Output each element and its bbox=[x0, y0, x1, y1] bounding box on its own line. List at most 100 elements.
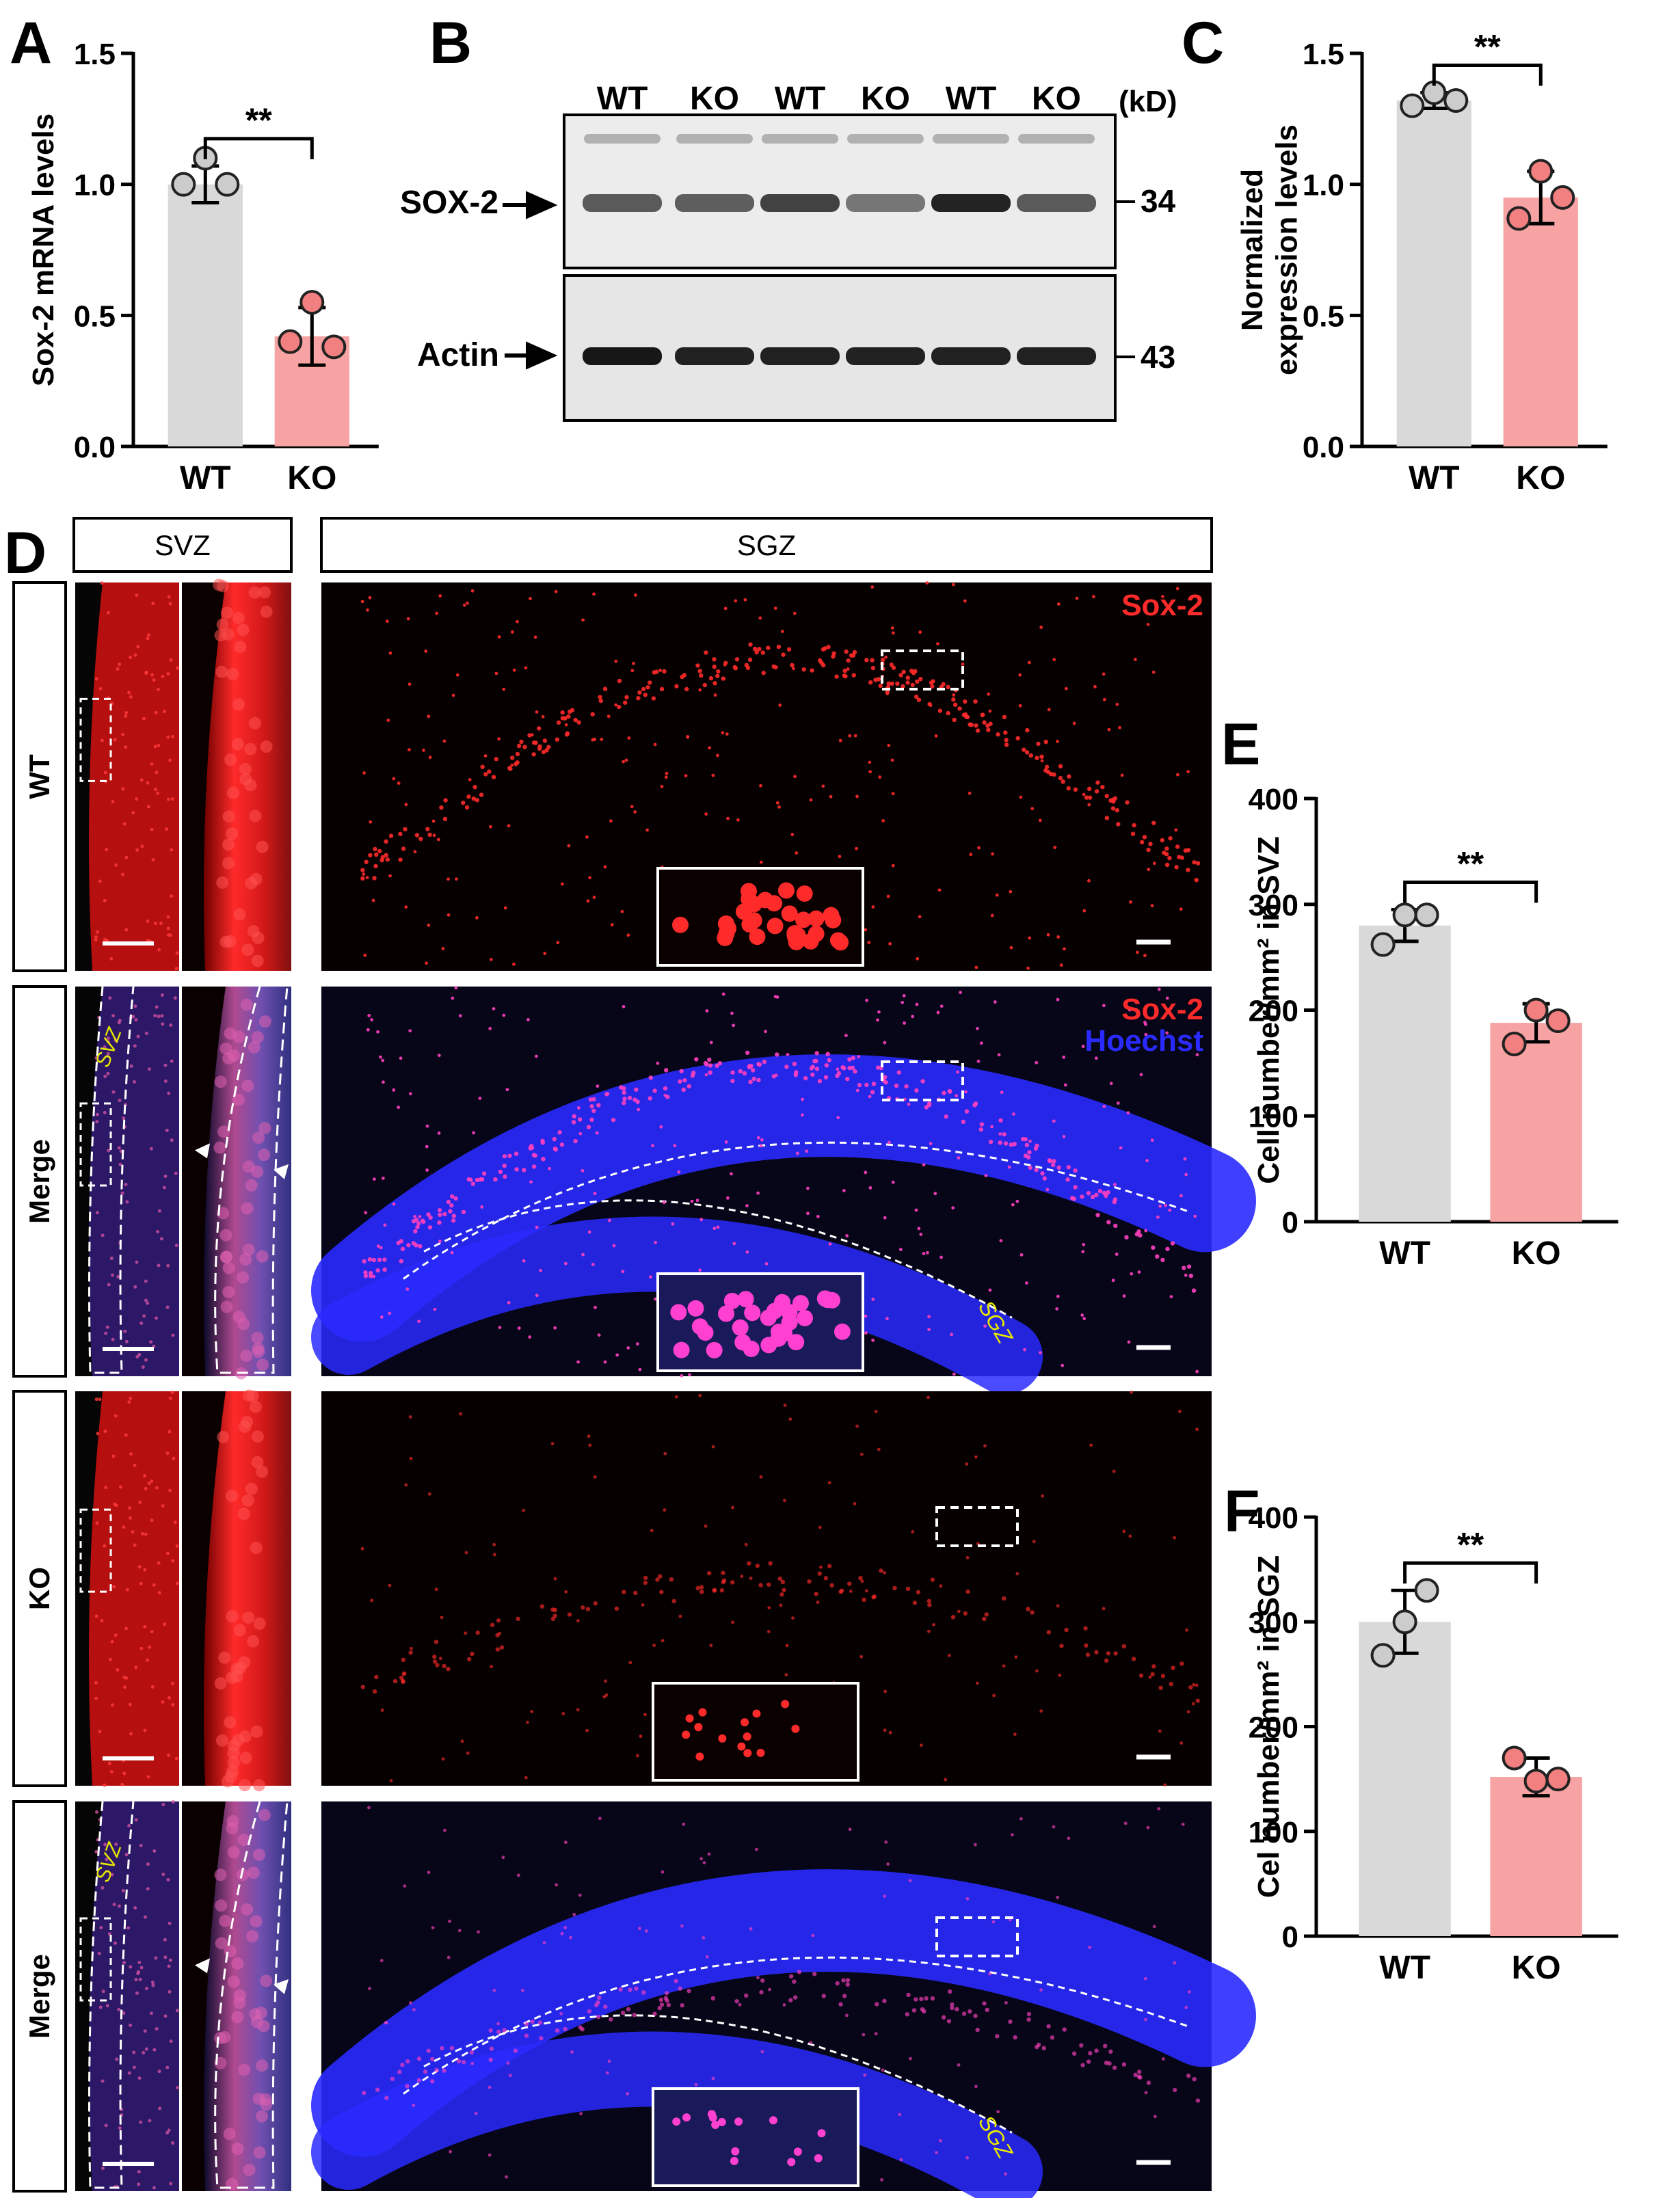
sox2-cell bbox=[826, 645, 831, 649]
sox2-cell bbox=[881, 2068, 885, 2072]
sox2-cell bbox=[1112, 2065, 1117, 2070]
chart-f-ytick-label: 200 bbox=[1249, 1711, 1298, 1745]
sox2-cell bbox=[738, 2002, 742, 2007]
sox2-cell bbox=[471, 796, 476, 801]
sox2-cell bbox=[870, 658, 875, 662]
sox2-cell bbox=[998, 1140, 1002, 1145]
svz-cell bbox=[120, 1782, 124, 1786]
sox2-cell bbox=[492, 1988, 496, 1992]
sox2-cell bbox=[563, 716, 568, 721]
sox2-cell bbox=[1034, 1167, 1039, 1172]
sox2-cell bbox=[860, 1579, 864, 1583]
sox2-cell bbox=[448, 1209, 453, 1214]
sox2-cell bbox=[448, 1919, 451, 1923]
sox2-cell bbox=[614, 1606, 619, 1611]
sox2-cell bbox=[1071, 1196, 1077, 1201]
svz-cell bbox=[174, 1244, 178, 1248]
sox2-cell bbox=[1018, 673, 1022, 677]
sox2-cell bbox=[918, 677, 923, 682]
sox2-cell bbox=[1036, 2042, 1041, 2048]
sox2-cell bbox=[864, 1082, 869, 1088]
sox2-cell bbox=[1146, 1825, 1150, 1830]
chart-f-bar-ko bbox=[1490, 1777, 1582, 1936]
chart-c-bar-ko bbox=[1503, 197, 1578, 446]
sox2-cell bbox=[596, 1084, 600, 1088]
sox2-cell bbox=[951, 1206, 955, 1210]
sox2-cell bbox=[876, 677, 881, 682]
sox2-cell bbox=[995, 2034, 1000, 2039]
sox2-cell bbox=[935, 2151, 938, 2155]
sox2-cell bbox=[437, 1207, 442, 1213]
sox2-cell bbox=[1058, 1674, 1062, 1677]
sox2-cell bbox=[916, 697, 922, 702]
svz-zoom-cell bbox=[226, 1814, 239, 1827]
sox2-cell bbox=[488, 2057, 493, 2063]
chart-a-point bbox=[278, 329, 303, 354]
svz-cell bbox=[157, 1015, 161, 1019]
sox2-cell bbox=[375, 1268, 380, 1273]
sox2-cell bbox=[514, 1151, 519, 1156]
sox2-cell bbox=[413, 1214, 417, 1218]
sox2-cell bbox=[797, 1970, 801, 1974]
chart-e-point bbox=[1370, 932, 1396, 957]
sox2-cell bbox=[1039, 626, 1043, 629]
svz-cell bbox=[135, 1354, 139, 1358]
sox2-cell bbox=[641, 686, 646, 692]
sox2-cell bbox=[694, 2082, 698, 2087]
sox2-cell bbox=[648, 1075, 653, 1080]
sox2-cell bbox=[522, 1168, 526, 1172]
sox2-cell bbox=[732, 1023, 736, 1028]
svz-cell bbox=[168, 602, 172, 606]
svz-cell bbox=[94, 1810, 98, 1814]
sox2-cell bbox=[1184, 1172, 1188, 1177]
svz-cell bbox=[143, 1568, 147, 1572]
svz-cell bbox=[146, 633, 150, 637]
sox2-cell bbox=[1046, 933, 1050, 937]
sox2-cell bbox=[1157, 1807, 1161, 1811]
sox2-cell bbox=[569, 1935, 572, 1940]
svz-cell bbox=[175, 2009, 179, 2013]
sgz-inset-cell bbox=[723, 1292, 741, 1309]
sox2-cell bbox=[427, 1225, 433, 1230]
chart-f-significance-bracket bbox=[1403, 1561, 1538, 1584]
sgz-inset-cell bbox=[741, 916, 758, 933]
sox2-cell bbox=[698, 1268, 702, 1272]
svz-cell bbox=[133, 1044, 137, 1048]
sox2-cell bbox=[950, 2005, 955, 2011]
sox2-cell bbox=[704, 812, 708, 816]
sox2-cell bbox=[1169, 1681, 1174, 1687]
sox2-cell bbox=[699, 673, 704, 678]
blot-top-membrane bbox=[563, 113, 1117, 269]
sox2-cell bbox=[835, 1981, 840, 1986]
sox2-cell bbox=[379, 1055, 382, 1059]
sox2-cell bbox=[730, 1078, 735, 1084]
sox2-cell bbox=[540, 1140, 545, 1145]
sox2-cell bbox=[716, 669, 721, 674]
svz-cell bbox=[135, 848, 139, 852]
sox2-cell bbox=[643, 693, 648, 697]
sgz-inset-cell bbox=[795, 911, 812, 928]
sox2-cell bbox=[977, 846, 981, 850]
sox2-cell bbox=[964, 1090, 968, 1094]
svz-cell bbox=[165, 1451, 170, 1456]
sox2-cell bbox=[1155, 1254, 1160, 1259]
sox2-cell bbox=[548, 1166, 552, 1170]
sox2-cell bbox=[842, 673, 847, 678]
sox2-cell bbox=[699, 1857, 703, 1861]
sox2-cell bbox=[1009, 1142, 1013, 1147]
sox2-cell bbox=[517, 1326, 521, 1330]
svz-cell bbox=[128, 1506, 132, 1510]
sox2-cell bbox=[1186, 2073, 1191, 2078]
sox2-cell bbox=[1177, 855, 1182, 859]
sox2-cell bbox=[992, 1693, 996, 1698]
sox2-cell bbox=[734, 657, 740, 662]
sox2-cell bbox=[1144, 1229, 1148, 1233]
sox2-cell bbox=[401, 1657, 406, 1663]
svz-zoom-cell bbox=[218, 1651, 231, 1664]
sox2-cell bbox=[988, 1972, 991, 1976]
sox2-cell bbox=[773, 995, 777, 999]
sox2-cell bbox=[929, 703, 933, 707]
svz-cell bbox=[144, 1486, 148, 1490]
sgz-inset-cell bbox=[685, 1714, 694, 1723]
sox2-cell bbox=[764, 1262, 769, 1265]
